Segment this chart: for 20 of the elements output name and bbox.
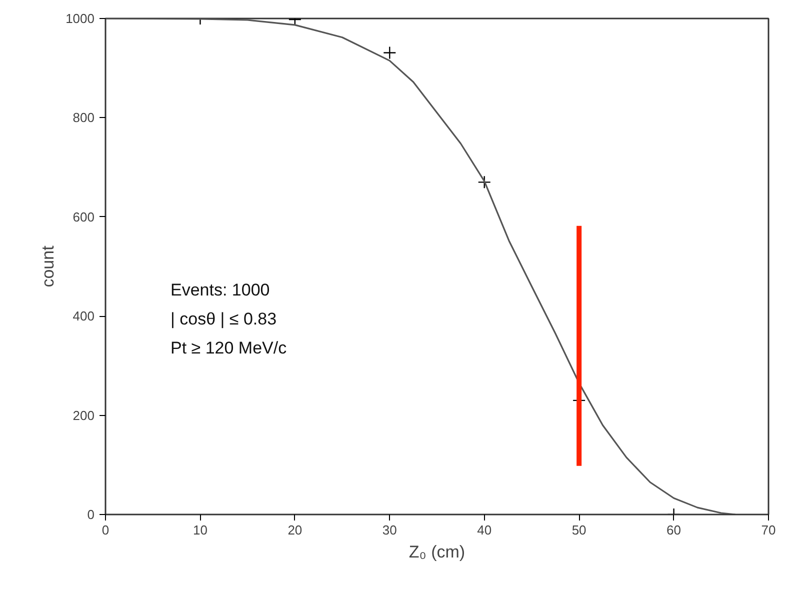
x-axis-title: Z₀ (cm): [408, 542, 466, 562]
x-tick-label: 70: [761, 522, 776, 538]
y-tick-label: 800: [72, 110, 95, 126]
x-tick-label: 20: [288, 522, 302, 538]
x-tick-label: 60: [666, 522, 682, 538]
y-tick-label: 600: [72, 209, 95, 224]
x-tick-label: 10: [192, 522, 208, 538]
x-tick-label: 30: [382, 522, 397, 538]
annotation: Pt ≥ 120 MeV/c: [170, 338, 288, 358]
annotation: | cosθ | ≤ 0.83: [170, 310, 277, 328]
y-tick-label: 0: [87, 507, 95, 522]
x-tick-label: 0: [102, 522, 110, 538]
annotation: Events: 1000: [170, 280, 270, 300]
y-tick-label: 1000: [66, 11, 94, 26]
y-axis-title: count: [38, 245, 58, 288]
x-tick-label: 40: [477, 522, 492, 538]
point: [478, 176, 491, 189]
y-tick-label: 200: [72, 408, 95, 423]
y-tick-label: 400: [72, 308, 95, 324]
x-tick-label: 50: [572, 522, 586, 538]
